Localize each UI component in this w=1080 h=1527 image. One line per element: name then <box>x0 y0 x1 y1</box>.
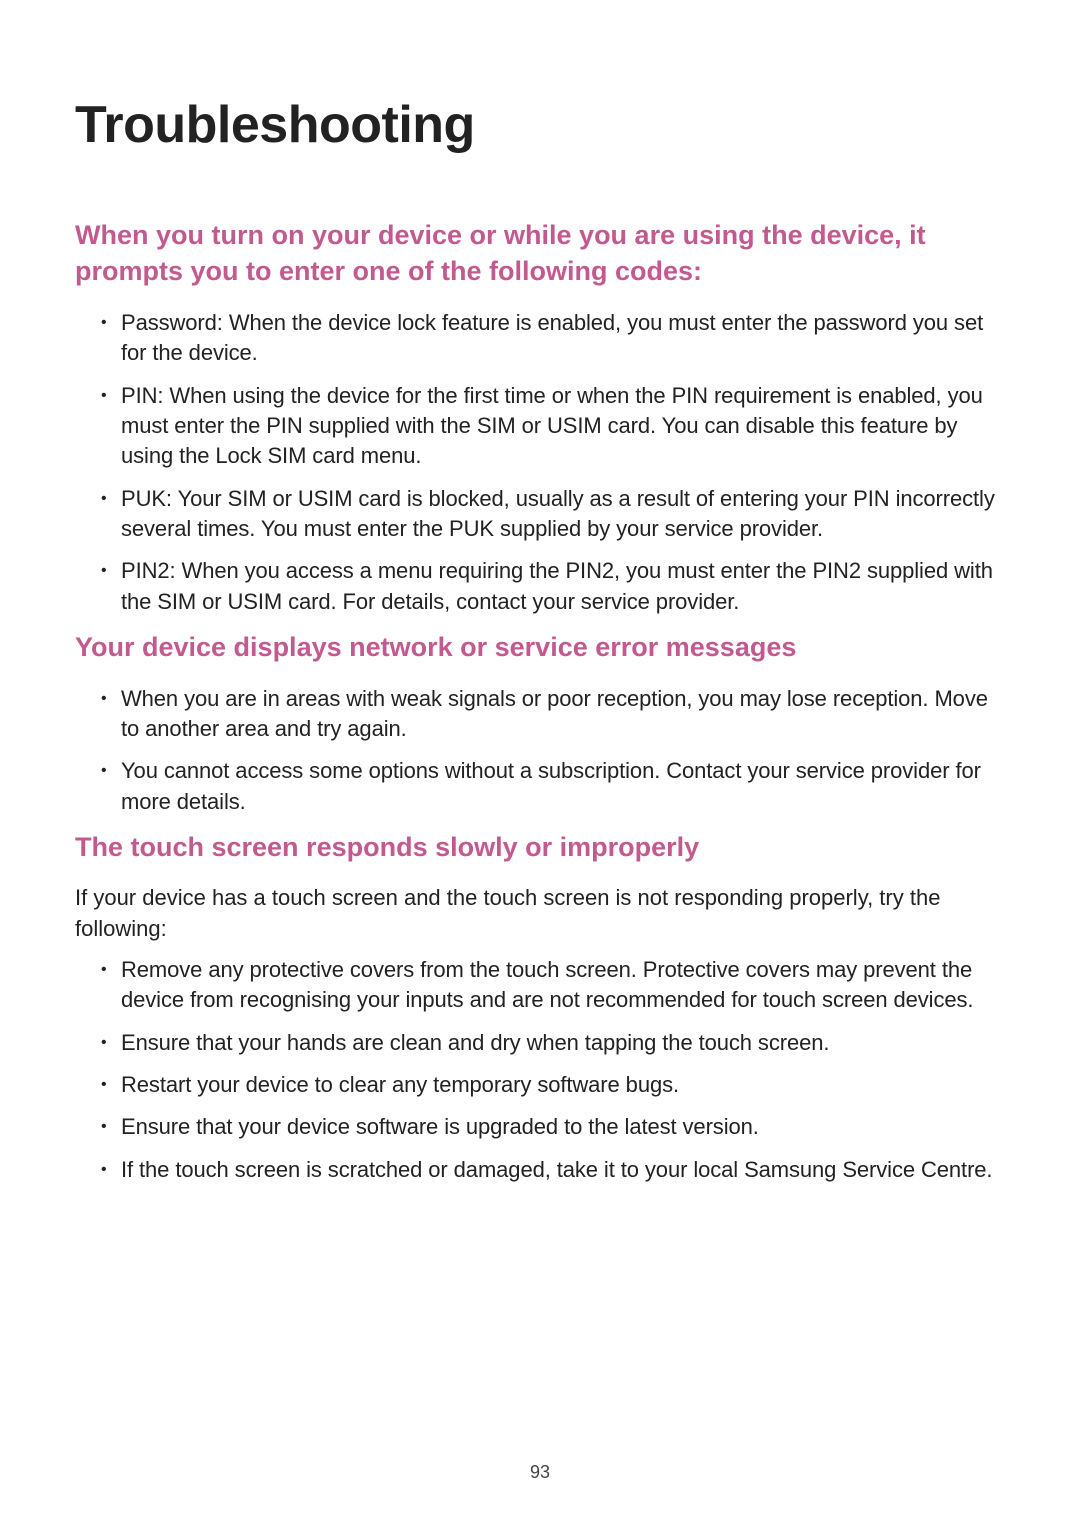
list-item: When you are in areas with weak signals … <box>101 684 1005 745</box>
list-item: PUK: Your SIM or USIM card is blocked, u… <box>101 484 1005 545</box>
bullet-list: Password: When the device lock feature i… <box>75 308 1005 617</box>
list-item: You cannot access some options without a… <box>101 756 1005 817</box>
list-item: Ensure that your device software is upgr… <box>101 1112 1005 1142</box>
page-title: Troubleshooting <box>75 95 1005 155</box>
section-heading: Your device displays network or service … <box>75 629 1005 665</box>
section-heading: The touch screen responds slowly or impr… <box>75 829 1005 865</box>
list-item: Ensure that your hands are clean and dry… <box>101 1028 1005 1058</box>
section-intro: If your device has a touch screen and th… <box>75 883 1005 945</box>
section-heading: When you turn on your device or while yo… <box>75 217 1005 290</box>
bullet-list: Remove any protective covers from the to… <box>75 955 1005 1185</box>
list-item: If the touch screen is scratched or dama… <box>101 1155 1005 1185</box>
section-network-errors: Your device displays network or service … <box>75 629 1005 817</box>
list-item: Restart your device to clear any tempora… <box>101 1070 1005 1100</box>
section-touchscreen: The touch screen responds slowly or impr… <box>75 829 1005 1185</box>
bullet-list: When you are in areas with weak signals … <box>75 684 1005 817</box>
list-item: Password: When the device lock feature i… <box>101 308 1005 369</box>
page-number: 93 <box>0 1462 1080 1483</box>
list-item: PIN2: When you access a menu requiring t… <box>101 556 1005 617</box>
list-item: PIN: When using the device for the first… <box>101 381 1005 472</box>
section-codes: When you turn on your device or while yo… <box>75 217 1005 617</box>
list-item: Remove any protective covers from the to… <box>101 955 1005 1016</box>
